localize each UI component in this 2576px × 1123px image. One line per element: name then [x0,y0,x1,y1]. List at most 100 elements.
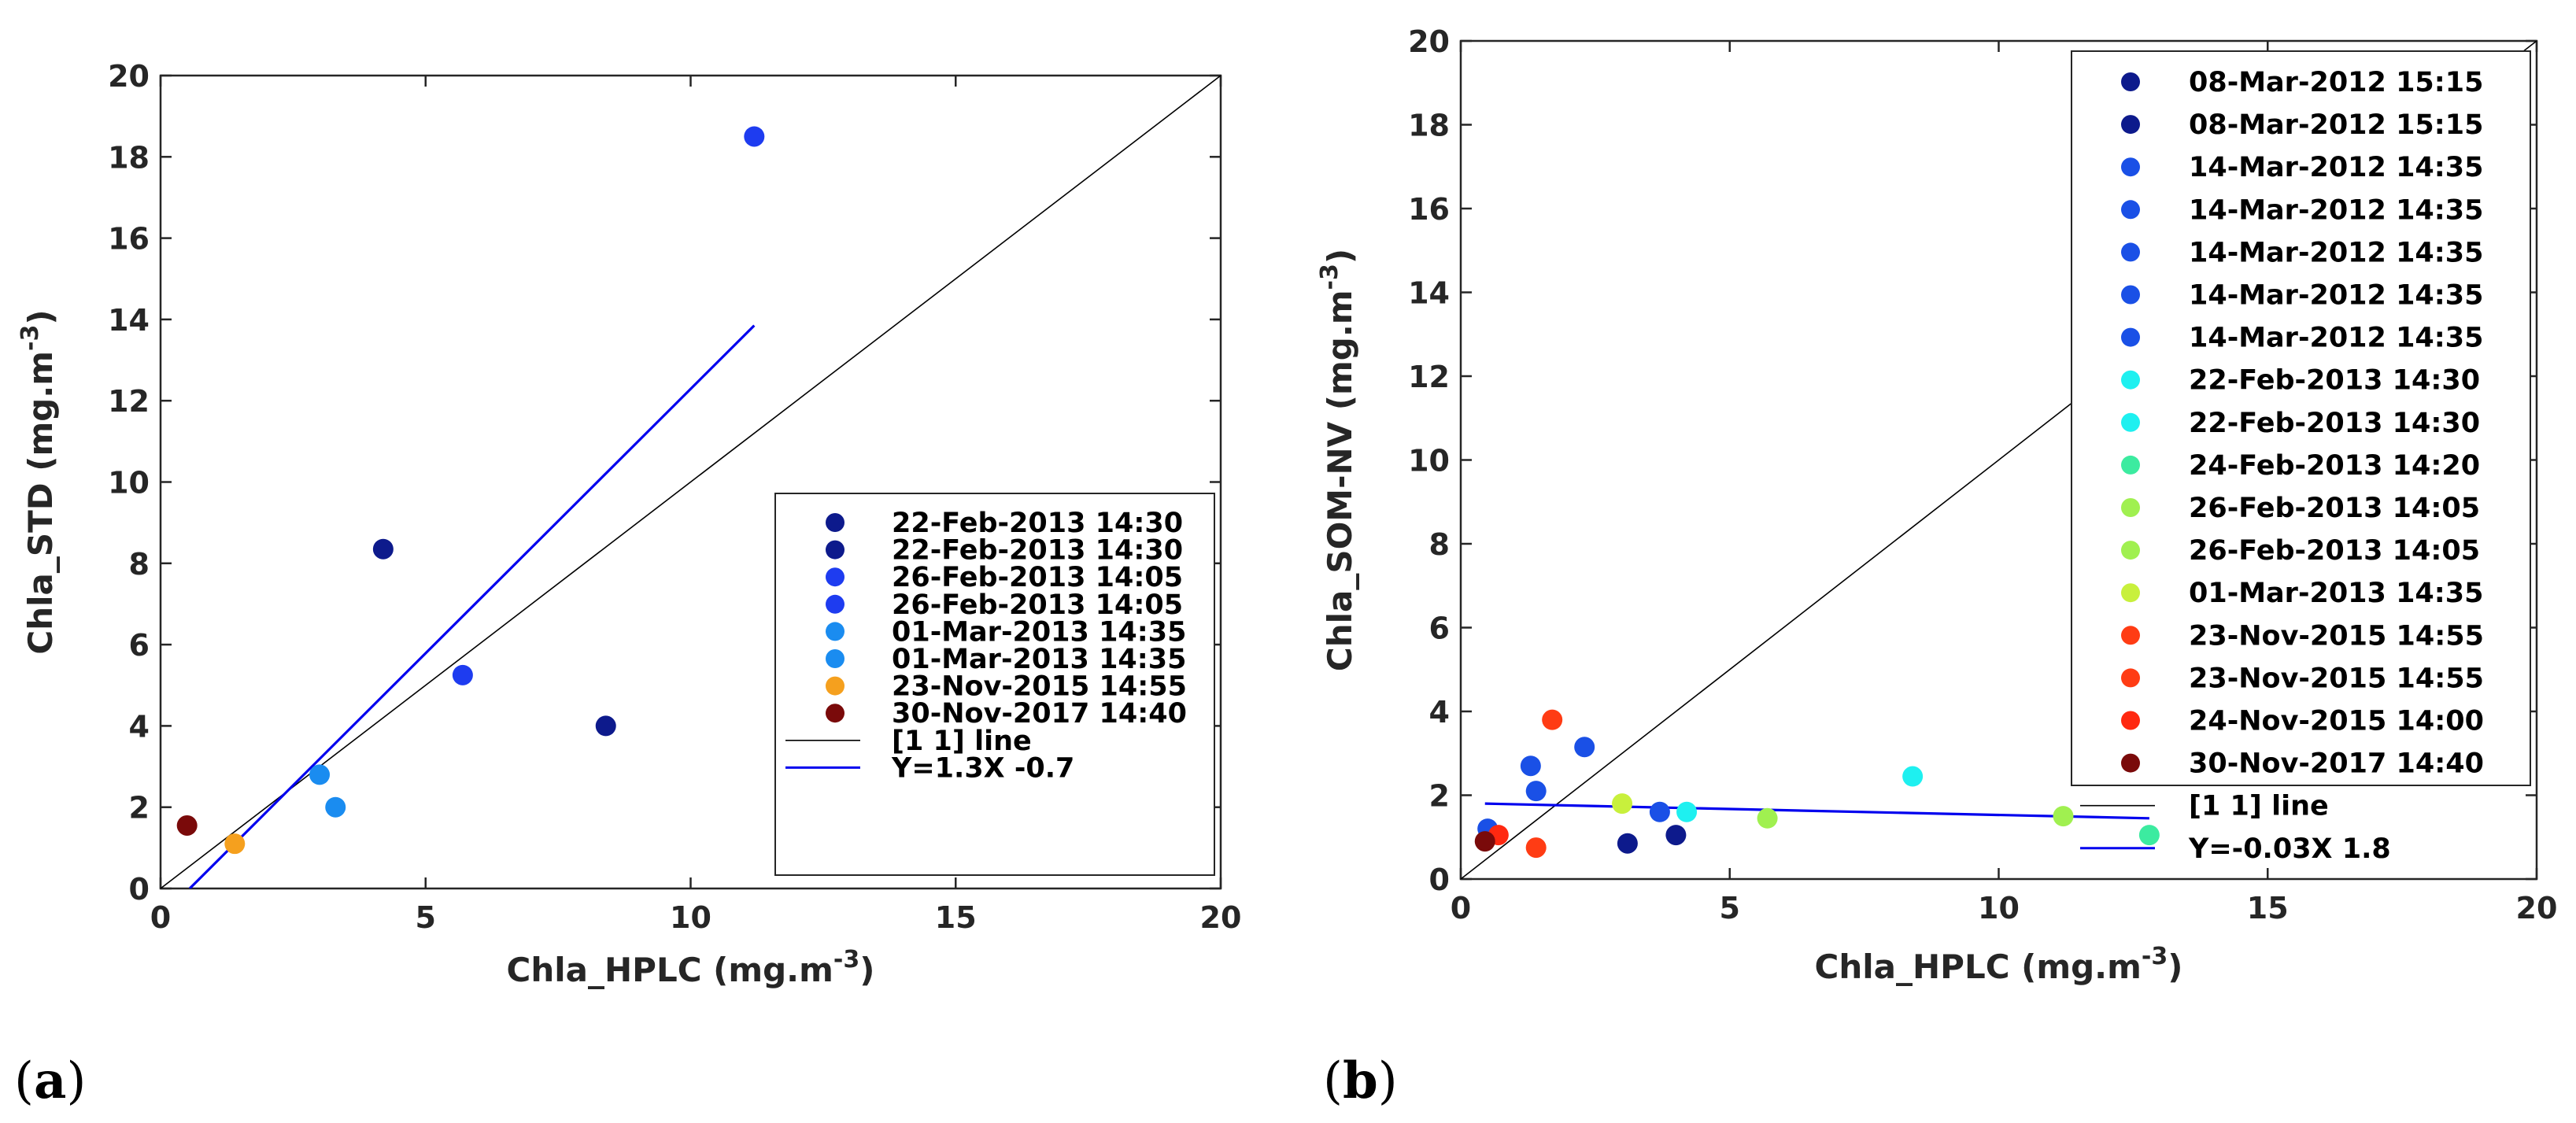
legend-marker [2121,285,2140,305]
legend-marker [2121,370,2140,390]
y-tick-label: 8 [1429,527,1450,562]
data-point [2138,825,2160,846]
legend-marker [826,567,844,587]
legend-entry: 01-Mar-2013 14:35 [892,644,1186,675]
legend-marker [826,594,844,614]
y-tick-label: 0 [1429,863,1450,897]
legend-entry: 22-Feb-2013 14:30 [2189,365,2480,397]
x-tick-label: 15 [2247,891,2289,925]
legend-marker [2121,72,2140,91]
panel-label-letter: a [34,1051,66,1110]
data-point [1617,833,1638,854]
legend-marker [826,622,844,641]
legend-entry: 22-Feb-2013 14:30 [892,535,1183,567]
legend-marker [2121,157,2140,177]
y-tick-label: 16 [108,222,150,257]
data-point [1612,793,1633,815]
data-point [309,764,331,785]
x-tick-label: 10 [1978,891,2020,925]
legend-entry: Y=1.3X -0.7 [891,752,1074,784]
data-point [1474,831,1495,852]
legend-entry: Y=-0.03X 1.8 [2188,833,2391,865]
legend-marker [2121,455,2140,475]
data-point [744,126,765,147]
y-axis-label-close: ) [1321,249,1359,264]
legend-entry: 24-Feb-2013 14:20 [2189,450,2480,482]
legend-marker [2121,541,2140,560]
panel-label: (b) [1323,1051,1398,1110]
legend-box [774,493,1215,876]
x-tick-label: 0 [1451,891,1471,925]
legend-entry: 22-Feb-2013 14:30 [2189,408,2480,439]
legend-entry: 30-Nov-2017 14:40 [2189,748,2484,780]
panel-label: (a) [14,1051,86,1110]
data-point [372,538,394,560]
legend-entry: 14-Mar-2012 14:35 [2189,152,2483,183]
x-axis-label-sup: -3 [833,946,859,973]
panel-label-letter: b [1343,1051,1378,1110]
x-axis-label-close: ) [2168,948,2182,986]
y-tick-label: 4 [1429,695,1450,730]
y-tick-label: 4 [129,709,150,744]
legend-entry: 26-Feb-2013 14:05 [2189,535,2480,567]
data-point [1525,837,1547,859]
y-axis-label-sup: -3 [1316,264,1343,290]
legend-entry: 14-Mar-2012 14:35 [2189,280,2483,312]
data-point [1757,807,1778,829]
y-tick-label: 12 [108,384,150,419]
legend-entry: 08-Mar-2012 15:15 [2189,109,2483,141]
y-tick-label: 0 [129,872,150,907]
x-axis-label-close: ) [859,951,874,989]
legend-marker [826,649,844,668]
data-point [1520,755,1541,777]
y-axis-label-sup: -3 [17,325,44,351]
data-point [452,664,473,685]
y-tick-label: 8 [129,547,150,582]
legend-marker [2121,626,2140,645]
y-tick-label: 14 [108,303,150,338]
legend-entry: 30-Nov-2017 14:40 [892,698,1187,730]
legend-marker [826,676,844,696]
y-axis-label-close: ) [21,309,60,324]
x-axis-label-text: Chla_HPLC (mg.m [1815,948,2142,986]
y-axis-label-text: Chla_STD (mg.m [21,351,60,655]
legend-entry: 01-Mar-2013 14:35 [2189,578,2483,609]
legend-marker [2121,412,2140,432]
data-point [1902,766,1924,787]
panel-b: 0 5 10 15 20 0 2 4 6 8 10 12 14 16 18 20 Chla_HPLC (mg.m… [1316,24,2557,1110]
legend-entry: 23-Nov-2015 14:55 [2189,663,2484,694]
y-axis-label-text: Chla_SOM-NV (mg.m [1321,290,1359,671]
legend-entry: 14-Mar-2012 14:35 [2189,323,2483,354]
y-tick-label: 6 [129,628,150,663]
x-axis-label: Chla_HPLC (mg.m-3) [1815,943,2183,986]
data-point [1676,801,1698,822]
legend-marker [2121,200,2140,220]
legend-entry: 26-Feb-2013 14:05 [2189,493,2480,524]
lines-group [161,76,1221,888]
legend-marker [2121,711,2140,730]
data-point [1574,737,1595,758]
legend-marker [2121,668,2140,688]
y-tick-label: 20 [108,59,150,94]
legend-entry: [1 1] line [892,726,1032,757]
legend-marker [826,540,844,560]
y-axis-label: Chla_STD (mg.m-3) [17,309,60,654]
y-tick-label: 6 [1429,611,1450,646]
x-axis-label-text: Chla_HPLC (mg.m [507,951,833,989]
y-tick-label: 2 [1429,779,1450,814]
y-tick-label: 16 [1408,192,1450,227]
legend-marker [2121,115,2140,135]
y-tick-label: 20 [1408,24,1450,59]
y-tick-label: 14 [1408,276,1450,311]
legend-entry: 26-Feb-2013 14:05 [892,589,1183,621]
x-axis-label-sup: -3 [2142,943,2168,970]
data-point [1665,825,1687,846]
data-point [595,715,616,737]
y-tick-label: 18 [1408,109,1450,143]
regression-line [1484,802,2149,820]
data-point [1542,709,1563,730]
legend-entry: 26-Feb-2013 14:05 [892,562,1183,593]
x-axis-label: Chla_HPLC (mg.m-3) [507,946,875,989]
legend-marker [2121,753,2140,773]
